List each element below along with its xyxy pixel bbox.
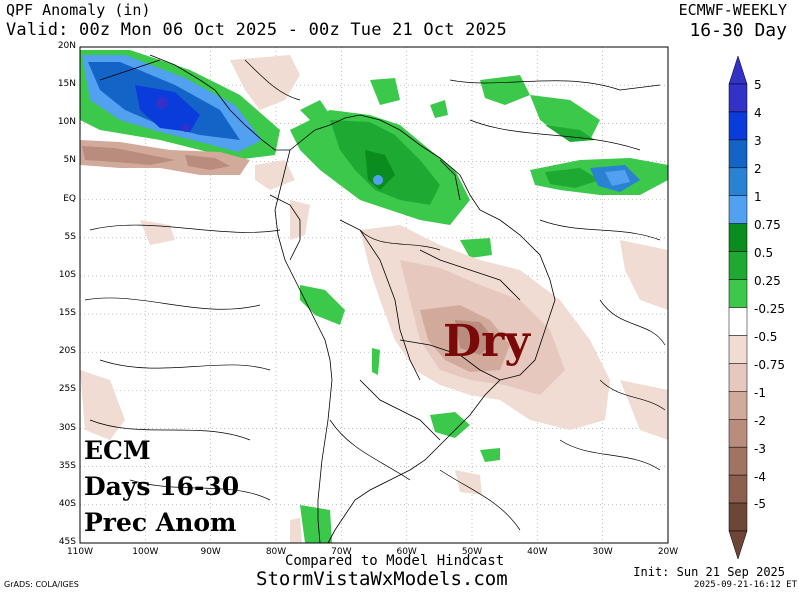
colorbar-label: 0.75: [754, 218, 781, 233]
map-title: QPF Anomaly (in): [6, 1, 151, 19]
lon-label: 70W: [331, 547, 352, 557]
lat-label: 40S: [58, 498, 76, 509]
lat-label: 10N: [57, 117, 76, 128]
lat-label: 25S: [58, 384, 76, 395]
lat-label: EQ: [63, 193, 76, 204]
colorbar-swatch: [728, 167, 748, 196]
lat-label: 10S: [58, 269, 76, 280]
lat-label: 35S: [58, 460, 76, 471]
colorbar-label: -0.25: [754, 301, 786, 316]
coastlines: [99, 54, 556, 544]
colorbar-swatch: [728, 446, 748, 476]
colorbar-max-arrow: [728, 55, 748, 85]
lat-label: 20S: [58, 346, 76, 357]
colorbar: [728, 55, 748, 560]
dry-annotation: Dry: [443, 316, 530, 367]
anomaly-shading: [80, 50, 668, 543]
lon-label: 100W: [132, 547, 159, 557]
colorbar-label: 3: [754, 134, 762, 149]
lat-label: 15S: [58, 308, 76, 319]
init-time: Init: Sun 21 Sep 2025: [633, 565, 785, 579]
colorbar-swatch: [728, 83, 748, 113]
colorbar-label: 4: [754, 106, 762, 121]
colorbar-label: 5: [754, 78, 762, 93]
lon-label: 80W: [265, 547, 287, 557]
lon-label: 20W: [657, 547, 679, 557]
colorbar-swatch: [728, 195, 748, 224]
lon-label: 60W: [396, 547, 417, 557]
lat-label: 20N: [57, 41, 76, 51]
init-timestamp: 2025-09-21-16:12 ET: [694, 580, 797, 590]
colorbar-swatch: [728, 391, 748, 420]
ecm-line-2: Days 16-30: [84, 472, 240, 501]
lon-label: 40W: [527, 547, 548, 557]
colorbar-swatch: [728, 363, 748, 392]
ecm-line-3: Prec Anom: [84, 508, 237, 537]
forecast-period: 16-30 Day: [689, 20, 787, 41]
colorbar-swatch: [728, 223, 748, 252]
colorbar-swatch: [728, 335, 748, 364]
lat-label: 45S: [58, 537, 76, 547]
contour-lines: [84, 59, 666, 531]
colorbar-swatch: [728, 111, 748, 141]
colorbar-min-arrow: [728, 530, 748, 560]
grads-credit: GrADS: COLA/IGES: [4, 580, 79, 589]
colorbar-label: 2: [754, 162, 762, 177]
lon-label: 50W: [461, 547, 483, 557]
colorbar-label: -4: [754, 469, 766, 484]
lon-label: 30W: [592, 547, 613, 557]
valid-period: Valid: 00z Mon 06 Oct 2025 - 00z Tue 21 …: [6, 20, 507, 40]
model-name: ECMWF-WEEKLY: [678, 1, 787, 19]
colorbar-swatch: [728, 251, 748, 280]
colorbar-swatch: [728, 419, 748, 448]
colorbar-label: -1: [754, 385, 766, 400]
colorbar-swatch: [728, 307, 748, 336]
colorbar-swatch: [728, 474, 748, 504]
ecm-line-1: ECM: [84, 436, 151, 465]
colorbar-label: 0.5: [754, 246, 774, 261]
site-name: StormVistaWxModels.com: [256, 568, 508, 590]
colorbar-label: -0.75: [754, 357, 786, 372]
colorbar-label: -2: [754, 413, 766, 428]
lat-label: 15N: [57, 79, 76, 90]
colorbar-swatch: [728, 502, 748, 532]
colorbar-swatch: [728, 139, 748, 169]
colorbar-label: 1: [754, 190, 762, 205]
colorbar-label: -0.5: [754, 329, 778, 344]
lat-label: 30S: [58, 422, 76, 433]
lon-label: 90W: [200, 547, 221, 557]
map-frame: [79, 46, 669, 544]
lat-label: 5S: [64, 231, 76, 242]
colorbar-label: -3: [754, 441, 766, 456]
colorbar-label: -5: [754, 497, 766, 512]
hindcast-note: Compared to Model Hindcast: [285, 553, 505, 569]
colorbar-swatch: [728, 279, 748, 308]
colorbar-label: 0.25: [754, 273, 781, 288]
lon-label: 110W: [66, 547, 94, 557]
lat-label: 5N: [63, 155, 76, 166]
